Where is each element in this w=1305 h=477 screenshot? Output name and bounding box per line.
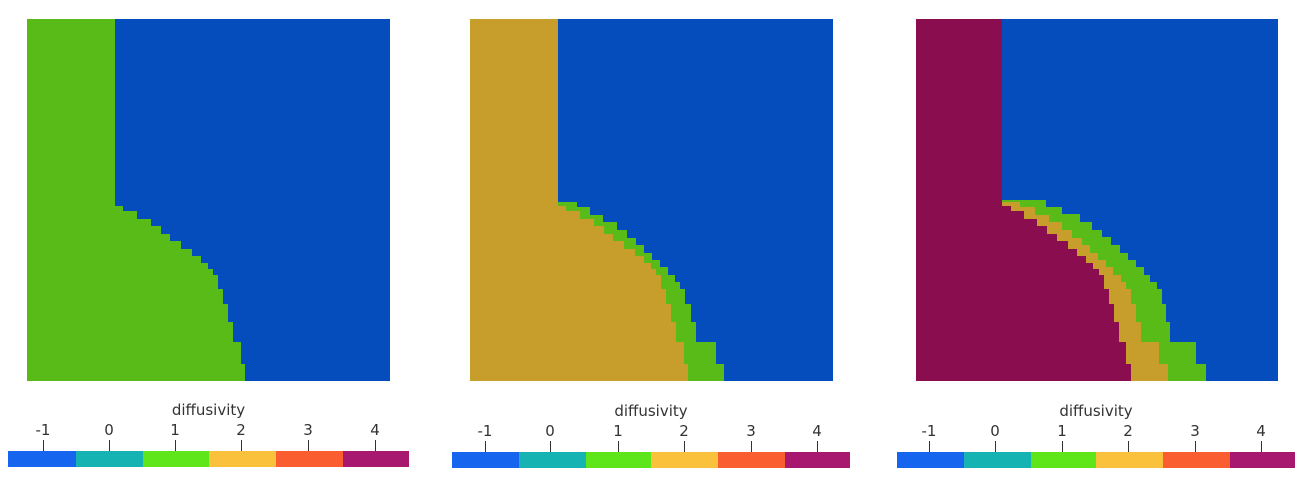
colorbar-tick-label: 1	[170, 422, 180, 438]
colorbar-segment	[651, 452, 718, 468]
colorbar-tick-label: 0	[104, 422, 114, 438]
colorbar-segment	[76, 451, 143, 467]
colorbar-segment	[343, 451, 409, 467]
panel-2: diffusivity -1 0 1 2 3 4	[435, 0, 870, 477]
colorbar-tick-label: 3	[746, 423, 756, 439]
colorbar-title: diffusivity	[8, 402, 409, 418]
colorbar-tick-label: 1	[1057, 423, 1067, 439]
colorbar-strip	[897, 452, 1295, 468]
colorbar-segment	[1031, 452, 1096, 468]
colorbar-segment	[1163, 452, 1230, 468]
colorbar-segment	[964, 452, 1031, 468]
colorbar-segment	[1230, 452, 1295, 468]
colorbar-segment	[897, 452, 964, 468]
colorbar-tick-label: 3	[1190, 423, 1200, 439]
colorbar-strip	[452, 452, 850, 468]
colorbar-segment	[276, 451, 343, 467]
colorbar-segment	[519, 452, 586, 468]
colorbar-tick-label: -1	[922, 423, 937, 439]
colorbar-segment	[586, 452, 651, 468]
colorbar-tick-label: 4	[370, 422, 380, 438]
colorbar-tick-label: 2	[679, 423, 689, 439]
colorbar-tick-label: 3	[303, 422, 313, 438]
colorbar: diffusivity -1 0 1 2 3 4	[8, 400, 409, 468]
colorbar: diffusivity -1 0 1 2 3 4	[452, 401, 850, 469]
panel-3: diffusivity -1 0 1 2 3 4	[870, 0, 1305, 477]
colorbar-tick-label: 2	[236, 422, 246, 438]
colorbar-segment	[718, 452, 785, 468]
colorbar-tick-label: 0	[990, 423, 1000, 439]
colorbar-tick-label: -1	[36, 422, 51, 438]
diffusivity-field-plot	[470, 19, 833, 381]
colorbar-segment	[8, 451, 76, 467]
colorbar: diffusivity -1 0 1 2 3 4	[897, 401, 1295, 469]
colorbar-segment	[143, 451, 209, 467]
colorbar-tick-label: 4	[812, 423, 822, 439]
colorbar-tick-label: -1	[478, 423, 493, 439]
colorbar-segment	[209, 451, 276, 467]
colorbar-segment	[1096, 452, 1163, 468]
diffusivity-field-plot	[27, 19, 390, 381]
diffusivity-field-plot	[916, 19, 1278, 381]
colorbar-strip	[8, 451, 409, 467]
colorbar-title: diffusivity	[897, 403, 1295, 419]
colorbar-tick-label: 2	[1123, 423, 1133, 439]
colorbar-title: diffusivity	[452, 403, 850, 419]
colorbar-segment	[785, 452, 850, 468]
colorbar-tick-label: 4	[1256, 423, 1266, 439]
colorbar-tick-label: 1	[613, 423, 623, 439]
colorbar-segment	[452, 452, 519, 468]
panel-1: diffusivity -1 0 1 2 3 4	[0, 0, 435, 477]
colorbar-tick-label: 0	[545, 423, 555, 439]
